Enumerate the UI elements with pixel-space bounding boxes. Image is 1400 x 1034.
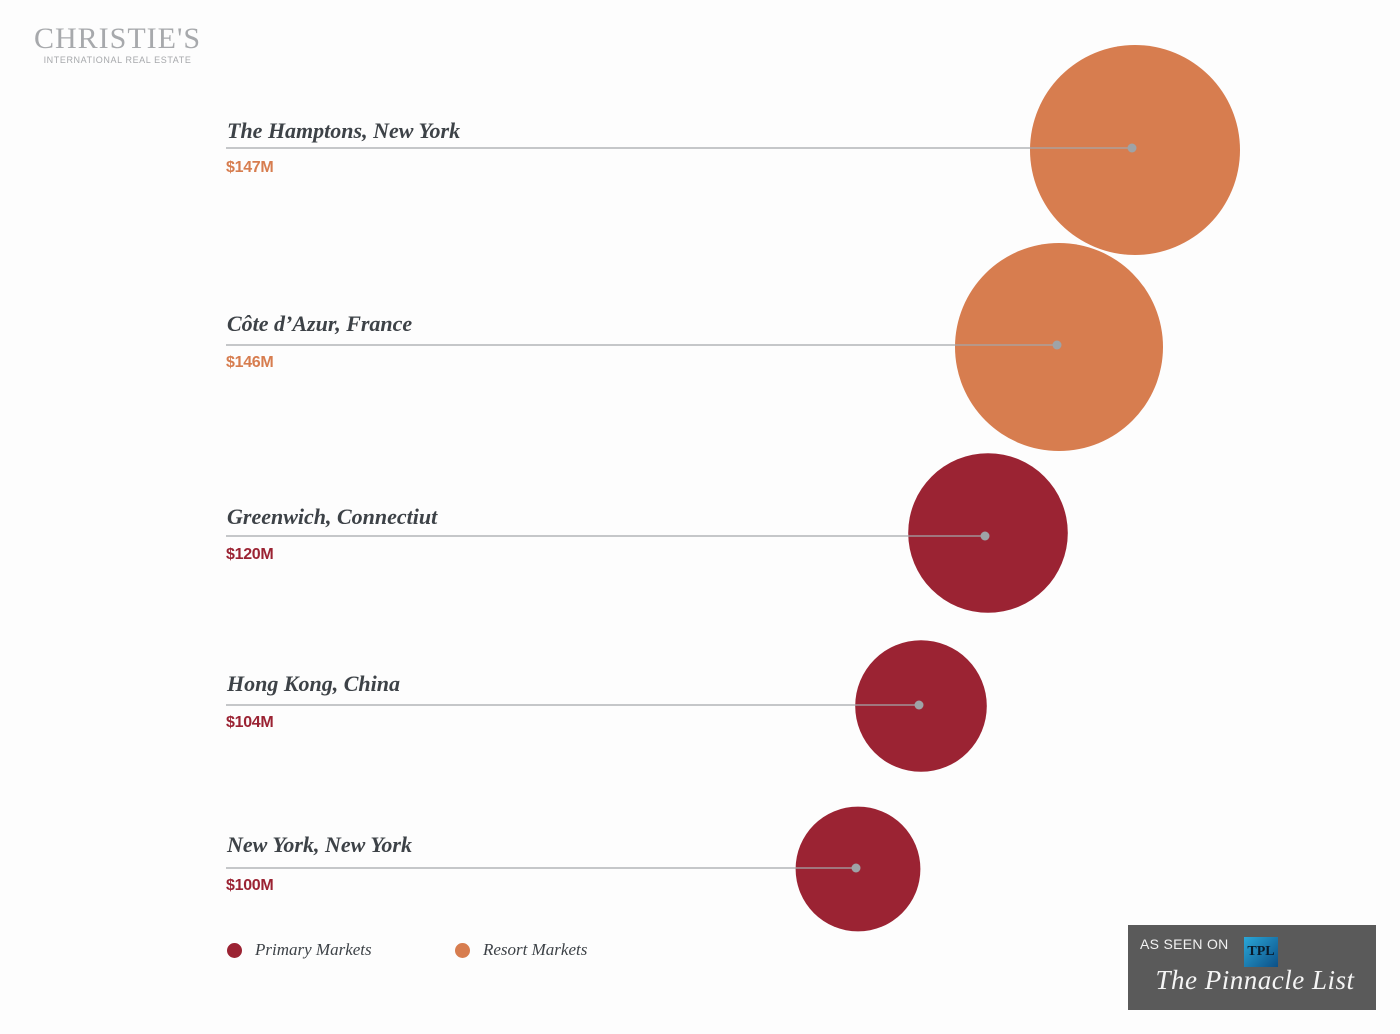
logo-subtitle: INTERNATIONAL REAL ESTATE [43,55,192,65]
legend-dot-resort [455,942,470,958]
leader-dot [914,700,924,710]
value-label: $147M [226,159,273,176]
logo-brand: CHRISTIE'S [33,22,202,55]
legend-dot-primary [227,942,242,958]
location-label: Côte d’Azur, France [227,311,412,336]
as-seen-on-text: AS SEEN ON [1140,936,1229,952]
tpl-monogram-icon: TPL [1244,937,1278,967]
legend-label-primary: Primary Markets [255,940,372,959]
location-label: Greenwich, Connectiut [227,504,438,529]
badge-site-name: The Pinnacle List [1155,965,1355,995]
as-seen-on-badge: AS SEEN ON TPL The Pinnacle List [1128,925,1376,1010]
leader-dot [980,531,990,541]
location-label: New York, New York [226,832,412,857]
location-label: Hong Kong, China [226,671,400,696]
value-label: $104M [226,714,273,731]
legend-label-resort: Resort Markets [483,940,588,959]
leader-dot [851,863,861,873]
christies-logo: CHRISTIE'S INTERNATIONAL REAL ESTATE [30,22,205,66]
legend-item-primary: Primary Markets [227,940,372,960]
leader-dot [1052,340,1062,350]
value-label: $146M [226,354,273,371]
legend-item-resort: Resort Markets [455,940,587,960]
value-label: $120M [226,546,273,563]
location-label: The Hamptons, New York [227,118,460,143]
leader-dot [1127,143,1137,153]
value-label: $100M [226,877,273,894]
